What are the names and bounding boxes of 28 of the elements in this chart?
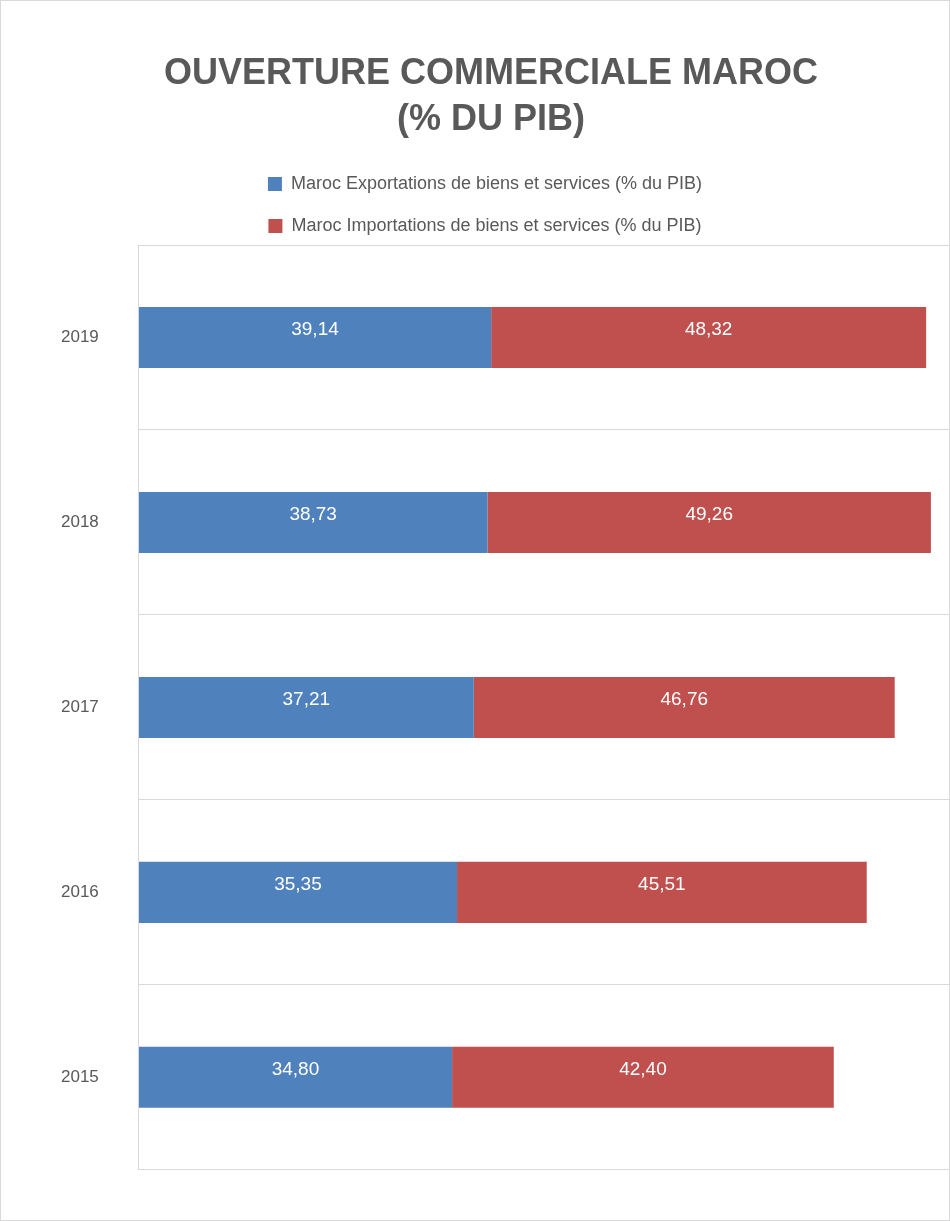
data-label: 42,40: [619, 1057, 667, 1079]
data-label: 38,73: [289, 502, 337, 524]
data-label: 48,32: [684, 317, 733, 339]
bar: [452, 1046, 834, 1108]
chart-title: OUVERTURE COMMERCIALE MAROC (% DU PIB): [163, 50, 819, 140]
legend-label: Maroc Importations de biens et services (% du PIB): [291, 214, 702, 235]
data-label: 46,76: [660, 687, 709, 709]
bar: [138, 676, 474, 738]
y-tick-label: 2017: [60, 697, 99, 717]
bar: [491, 306, 927, 368]
data-label: 37,21: [282, 687, 331, 709]
y-tick-label: 2016: [60, 882, 99, 902]
bar: [138, 306, 492, 368]
y-tick-label: 2019: [60, 327, 99, 347]
bar: [138, 861, 458, 923]
y-tick-label: 2018: [60, 512, 99, 532]
data-label: 45,51: [638, 872, 686, 894]
data-label: 39,14: [291, 317, 340, 339]
bar: [487, 491, 931, 553]
bar: [138, 491, 488, 553]
bar: [473, 676, 895, 738]
legend-label: Maroc Exportations de biens et services (% du PIB): [290, 172, 703, 193]
data-label: 35,35: [274, 872, 322, 894]
bar: [138, 1046, 453, 1108]
bar: [457, 861, 867, 923]
data-label: 49,26: [685, 502, 733, 524]
data-label: 34,80: [271, 1057, 320, 1079]
y-tick-label: 2015: [60, 1067, 99, 1087]
